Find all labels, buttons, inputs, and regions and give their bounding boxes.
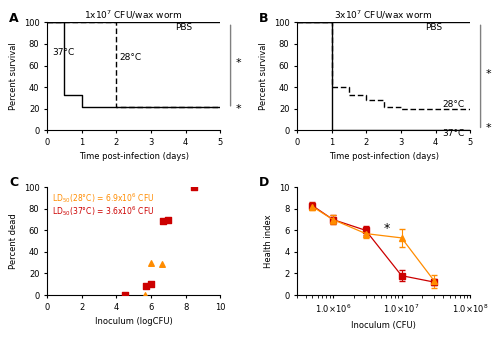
Point (121, 292, 129, 298)
Text: *: * (236, 58, 242, 68)
Text: 37°C: 37°C (52, 48, 74, 57)
Text: LD$_{50}$(28°C) = 6.9x10$^6$ CFU: LD$_{50}$(28°C) = 6.9x10$^6$ CFU (52, 192, 154, 206)
Text: 28°C: 28°C (442, 100, 464, 108)
X-axis label: Time post-infection (days): Time post-infection (days) (328, 152, 438, 162)
Point (121, 292, 129, 298)
Text: *: * (236, 104, 242, 114)
Y-axis label: Percent survival: Percent survival (259, 43, 268, 110)
Y-axis label: Percent survival: Percent survival (9, 43, 18, 110)
Point (159, 218, 167, 223)
Point (142, 284, 150, 289)
Point (164, 217, 172, 222)
Point (190, 185, 198, 190)
Point (164, 217, 172, 222)
Y-axis label: Health index: Health index (264, 214, 274, 268)
Point (141, 292, 149, 298)
Text: PBS: PBS (425, 23, 442, 32)
Title: 3x10$^7$ CFU/wax worm: 3x10$^7$ CFU/wax worm (334, 8, 433, 21)
X-axis label: Inoculum (logCFU): Inoculum (logCFU) (95, 317, 172, 326)
Text: LD$_{50}$(37°C) = 3.6x10$^6$ CFU: LD$_{50}$(37°C) = 3.6x10$^6$ CFU (52, 204, 154, 218)
Point (190, 185, 198, 190)
X-axis label: Inoculum (CFU): Inoculum (CFU) (351, 321, 416, 330)
Text: *: * (486, 69, 492, 79)
Point (147, 260, 155, 265)
Y-axis label: Percent dead: Percent dead (9, 213, 18, 269)
Text: *: * (384, 222, 390, 235)
X-axis label: Time post-infection (days): Time post-infection (days) (78, 152, 188, 162)
Text: C: C (9, 176, 18, 189)
Text: PBS: PBS (175, 23, 192, 32)
Text: D: D (259, 176, 269, 189)
Text: 28°C: 28°C (120, 53, 142, 62)
Text: A: A (9, 11, 18, 25)
Text: 37°C: 37°C (442, 129, 464, 138)
Title: 1x10$^7$ CFU/wax worm: 1x10$^7$ CFU/wax worm (84, 8, 183, 21)
Text: *: * (486, 123, 492, 133)
Text: B: B (259, 11, 268, 25)
Point (158, 261, 166, 266)
Point (147, 282, 155, 287)
